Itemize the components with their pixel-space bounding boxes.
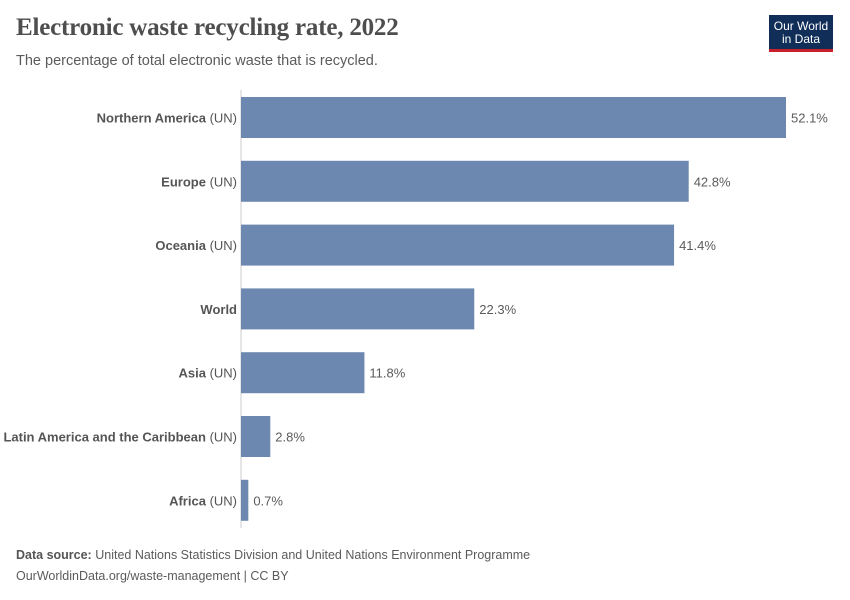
category-label: Oceania (UN) <box>155 238 237 253</box>
category-name: Oceania <box>155 238 206 253</box>
bar[interactable] <box>241 479 249 521</box>
bar[interactable] <box>241 288 475 330</box>
value-label: 22.3% <box>479 302 516 317</box>
source-text: United Nations Statistics Division and U… <box>95 548 531 562</box>
category-name: Northern America <box>97 111 207 126</box>
category-label: Asia (UN) <box>178 366 237 381</box>
category-suffix: (UN) <box>206 493 237 508</box>
category-suffix: (UN) <box>206 366 237 381</box>
footer-link[interactable]: OurWorldinData.org/waste-management | CC… <box>16 569 289 583</box>
category-suffix: (UN) <box>206 174 237 189</box>
value-label: 42.8% <box>694 174 731 189</box>
chart-title: Electronic waste recycling rate, 2022 <box>16 14 399 41</box>
source-label: Data source: <box>16 548 92 562</box>
value-label: 0.7% <box>253 493 283 508</box>
category-name: Europe <box>161 174 206 189</box>
category-label: Europe (UN) <box>161 174 237 189</box>
category-name: Latin America and the Caribbean <box>3 430 206 445</box>
logo-line1: Our World <box>773 19 829 33</box>
bar[interactable] <box>241 224 675 266</box>
category-name: Asia <box>178 366 206 381</box>
category-suffix: (UN) <box>206 238 237 253</box>
value-label: 52.1% <box>791 111 828 126</box>
bar-chart: 52.1% Northern America (UN) 42.8% Europe (U… <box>3 90 828 528</box>
value-label: 2.8% <box>275 430 305 445</box>
category-label: World <box>200 302 237 317</box>
category-suffix: (UN) <box>206 430 237 445</box>
bar[interactable] <box>241 160 689 202</box>
value-label: 41.4% <box>679 238 716 253</box>
category-label: Africa (UN) <box>169 493 237 508</box>
value-label: 11.8% <box>369 366 405 381</box>
category-name: World <box>200 302 237 317</box>
category-label: Northern America (UN) <box>97 111 237 126</box>
category-label: Latin America and the Caribbean (UN) <box>3 430 237 445</box>
bar[interactable] <box>241 352 365 394</box>
category-name: Africa <box>169 493 207 508</box>
logo-line2: in Data <box>781 32 821 46</box>
data-source: Data source: United Nations Statistics D… <box>16 548 530 562</box>
bar[interactable] <box>241 416 271 457</box>
owid-logo[interactable]: Our World in Data <box>769 15 833 52</box>
bar[interactable] <box>241 97 786 138</box>
category-suffix: (UN) <box>206 111 237 126</box>
chart-subtitle: The percentage of total electronic waste… <box>16 53 378 69</box>
